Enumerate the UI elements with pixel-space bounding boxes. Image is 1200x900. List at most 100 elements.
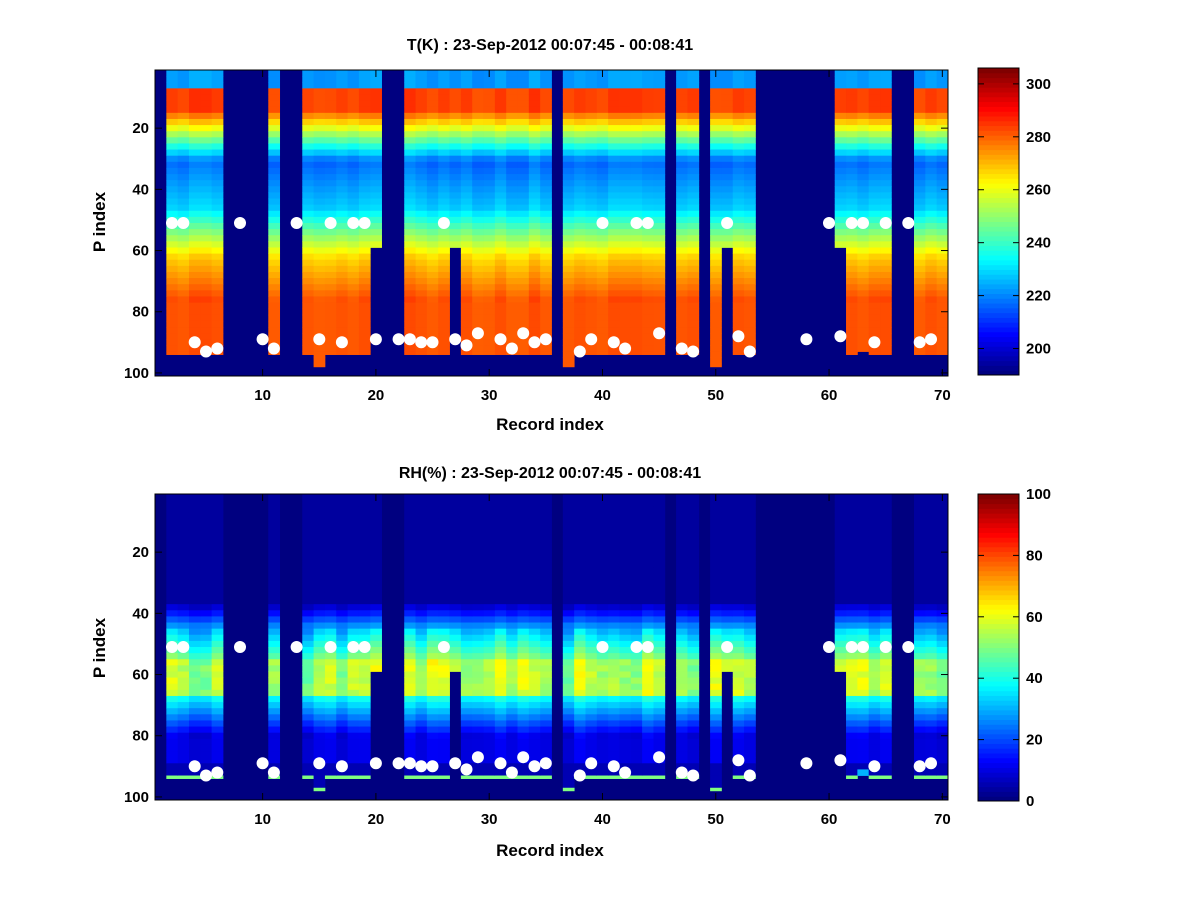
heatmap-cell [426, 720, 439, 727]
heatmap-cell [676, 76, 688, 83]
heatmap-cell [438, 702, 450, 709]
heatmap-cell [653, 720, 666, 727]
heatmap-cell [415, 585, 428, 593]
heatmap-cell [676, 290, 688, 297]
heatmap-cell [596, 106, 609, 114]
heatmap-cell [506, 327, 518, 334]
heatmap-cell [302, 591, 314, 599]
heatmap-cell [710, 714, 722, 721]
heatmap-cell [608, 506, 620, 513]
heatmap-cell [472, 536, 484, 544]
heatmap-cell [460, 689, 473, 697]
heatmap-cell [846, 659, 858, 666]
heatmap-cell [517, 253, 530, 261]
heatmap-cell [608, 253, 620, 261]
heatmap-cell [619, 726, 632, 734]
heatmap-cell [506, 118, 518, 126]
heatmap-cell [517, 210, 530, 218]
heatmap-cell [517, 143, 530, 150]
heatmap-cell [540, 775, 552, 779]
heatmap-cell [687, 591, 700, 599]
colorbar-swatch [978, 628, 1019, 634]
heatmap-cell [460, 82, 473, 89]
heatmap-cell [914, 695, 926, 703]
heatmap-cell [540, 327, 552, 334]
heatmap-cell [630, 351, 643, 355]
heatmap-cell [630, 82, 643, 89]
heatmap-cell [313, 744, 326, 752]
axes-frame [154, 493, 949, 801]
heatmap-cell [540, 702, 552, 709]
heatmap-cell [404, 180, 416, 187]
heatmap-cell [744, 192, 756, 199]
heatmap-cell [324, 665, 337, 672]
heatmap-cell [483, 512, 496, 519]
heatmap-cell [302, 775, 314, 779]
heatmap-cell [630, 634, 643, 642]
marker-point [449, 757, 462, 770]
heatmap-cell [528, 671, 541, 678]
heatmap-cell [460, 542, 473, 550]
heatmap-cell [528, 320, 541, 328]
heatmap-cell [494, 118, 507, 126]
heatmap-cell [268, 634, 281, 642]
heatmap-cell [177, 610, 190, 617]
heatmap-cell [506, 88, 518, 95]
heatmap-cell [302, 241, 314, 248]
heatmap-cell [562, 579, 575, 587]
heatmap-cell [472, 695, 484, 703]
heatmap-cell [619, 585, 632, 593]
heatmap-cell [846, 604, 858, 611]
heatmap-cell [415, 271, 428, 279]
heatmap-cell [562, 137, 575, 144]
heatmap-cell [528, 653, 541, 660]
heatmap-cell [721, 585, 734, 593]
colorbar-swatch [978, 517, 1019, 524]
heatmap-cell [188, 327, 201, 334]
marker-point [539, 757, 552, 770]
heatmap-cell [619, 616, 632, 623]
heatmap-cell [188, 506, 201, 513]
heatmap-cell [710, 781, 722, 789]
heatmap-cell [562, 339, 575, 346]
heatmap-cell [642, 622, 654, 630]
heatmap-cell [313, 702, 326, 709]
heatmap-cell [404, 259, 416, 267]
heatmap-cell [177, 308, 190, 316]
heatmap-cell [732, 216, 745, 224]
heatmap-cell [914, 118, 926, 126]
heatmap-cell [540, 744, 552, 752]
heatmap-cell [540, 308, 552, 316]
heatmap-cell [596, 518, 609, 525]
heatmap-cell [608, 290, 620, 297]
heatmap-cell [925, 320, 938, 328]
heatmap-cell [868, 530, 881, 538]
heatmap-cell [880, 720, 892, 727]
marker-point [358, 641, 371, 653]
heatmap-cell [438, 235, 450, 242]
heatmap-cell [211, 100, 224, 108]
heatmap-cell [426, 622, 439, 630]
heatmap-cell [710, 180, 722, 187]
heatmap-cell [880, 549, 892, 556]
heatmap-cell [562, 94, 575, 101]
heatmap-cell [732, 155, 745, 163]
heatmap-cell [517, 167, 530, 175]
heatmap-cell [710, 536, 722, 544]
heatmap-cell [438, 112, 450, 120]
heatmap-cell [721, 186, 734, 193]
heatmap-cell [846, 137, 858, 144]
heatmap-cell [494, 555, 507, 562]
heatmap-cell [438, 278, 450, 285]
heatmap-cell [483, 695, 496, 703]
heatmap-cell [710, 198, 722, 206]
heatmap-cell [540, 689, 552, 697]
heatmap-cell [358, 235, 371, 242]
heatmap-cell [483, 137, 496, 144]
heatmap-cell [438, 167, 450, 175]
colorbar-swatch [978, 609, 1019, 615]
heatmap-cell [936, 512, 949, 519]
heatmap-cell [438, 542, 450, 550]
heatmap-cell [630, 339, 643, 346]
heatmap-cell [358, 726, 371, 734]
